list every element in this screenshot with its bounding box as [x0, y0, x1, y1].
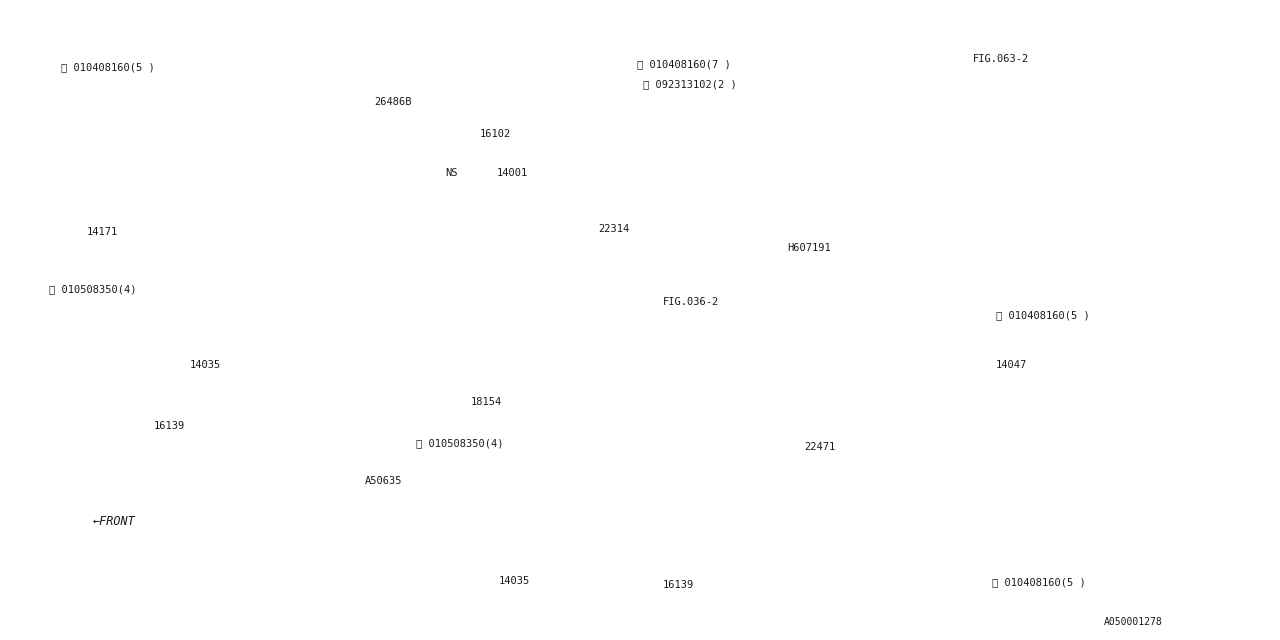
- Text: Ⓑ 010508350(4): Ⓑ 010508350(4): [49, 284, 136, 294]
- Text: 14035: 14035: [499, 576, 530, 586]
- Text: 16102: 16102: [480, 129, 511, 140]
- Text: A50635: A50635: [365, 476, 402, 486]
- Text: 14001: 14001: [497, 168, 527, 178]
- Text: A050001278: A050001278: [1103, 617, 1162, 627]
- Text: 16139: 16139: [663, 580, 694, 590]
- Text: 16139: 16139: [154, 420, 184, 431]
- Text: FIG.036-2: FIG.036-2: [663, 297, 719, 307]
- Text: 22314: 22314: [598, 224, 628, 234]
- Text: Ⓢ 092313102(2 ): Ⓢ 092313102(2 ): [643, 79, 736, 90]
- Text: 14171: 14171: [87, 227, 118, 237]
- Text: Ⓑ 010408160(7 ): Ⓑ 010408160(7 ): [637, 59, 731, 69]
- Text: ←FRONT: ←FRONT: [92, 515, 134, 528]
- Text: Ⓑ 010508350(4): Ⓑ 010508350(4): [416, 438, 503, 448]
- Text: Ⓑ 010408160(5 ): Ⓑ 010408160(5 ): [61, 62, 155, 72]
- Text: 14035: 14035: [189, 360, 220, 370]
- Text: 26486B: 26486B: [374, 97, 411, 108]
- Text: Ⓑ 010408160(5 ): Ⓑ 010408160(5 ): [996, 310, 1089, 320]
- Text: 18154: 18154: [471, 397, 502, 407]
- Text: 14047: 14047: [996, 360, 1027, 370]
- Text: FIG.063-2: FIG.063-2: [973, 54, 1029, 64]
- Text: 22471: 22471: [804, 442, 835, 452]
- Text: H607191: H607191: [787, 243, 831, 253]
- Text: Ⓑ 010408160(5 ): Ⓑ 010408160(5 ): [992, 577, 1085, 588]
- Text: NS: NS: [445, 168, 458, 178]
